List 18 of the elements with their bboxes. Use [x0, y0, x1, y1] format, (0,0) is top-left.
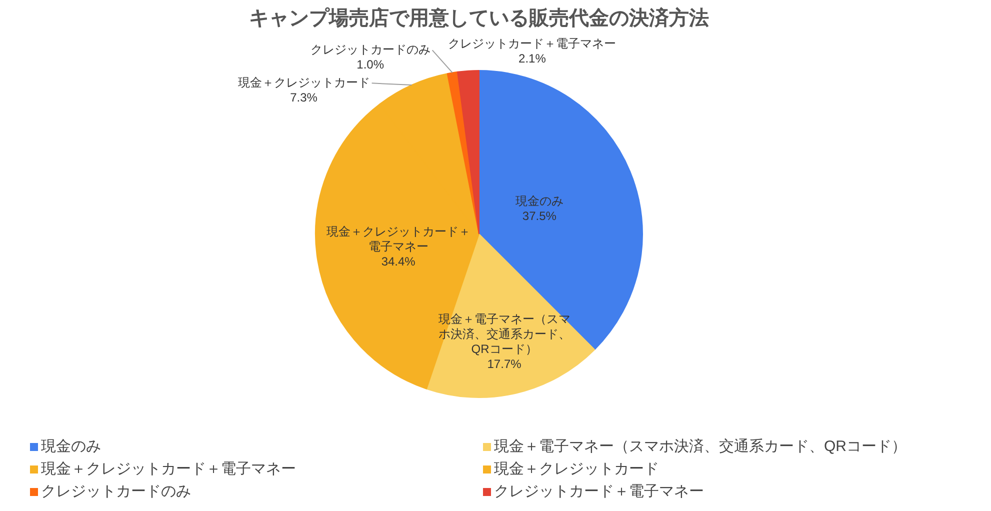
- data-label: 1.0%: [356, 57, 384, 72]
- legend-label: 現金＋電子マネー（スマホ決済、交通系カード、QRコード）: [494, 438, 906, 456]
- slice-label: クレジットカードのみ: [310, 42, 430, 56]
- slice-label: クレジットカード＋電子マネー: [448, 36, 616, 51]
- slice-label: 現金＋クレジットカード＋電子マネー: [326, 224, 470, 254]
- slice-label: 現金のみ: [515, 194, 564, 208]
- data-label: 34.4%: [381, 254, 416, 269]
- data-label: 7.3%: [290, 90, 318, 104]
- legend-label: 現金のみ: [41, 438, 101, 456]
- legend-label: 現金＋クレジットカード: [494, 460, 659, 478]
- slice-label: 現金＋クレジットカード: [238, 75, 370, 90]
- data-label: 17.7%: [487, 357, 522, 372]
- legend-label: クレジットカードのみ: [41, 483, 191, 500]
- chart-title: キャンプ場売店で用意している販売代金の決済方法: [249, 6, 709, 30]
- data-label: 37.5%: [522, 208, 557, 223]
- data-label: 2.1%: [518, 52, 546, 66]
- legend-label: 現金＋クレジットカード＋電子マネー: [41, 460, 296, 478]
- legend-label: クレジットカード＋電子マネー: [494, 483, 704, 500]
